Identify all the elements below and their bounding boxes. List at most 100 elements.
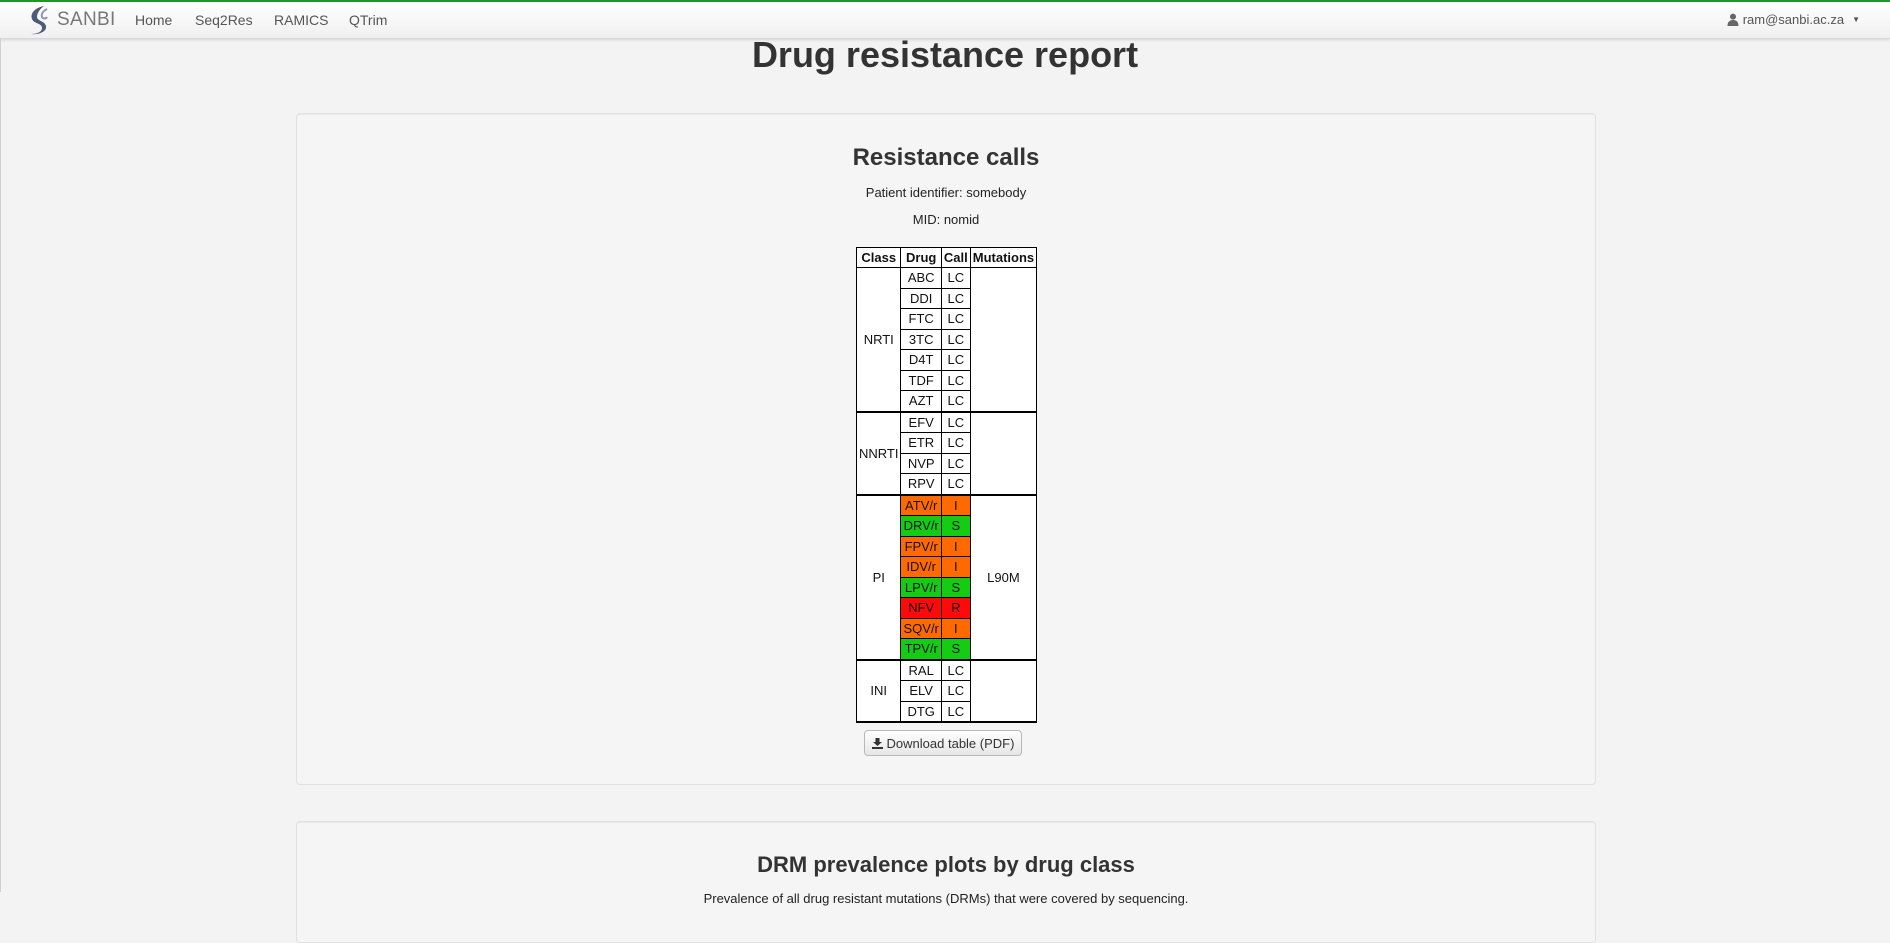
- header-call: Call: [940, 247, 971, 268]
- table-row: DDI LC: [857, 287, 1037, 309]
- table-row: LPV/r S: [857, 576, 1037, 598]
- table-row: PI ATV/r I L90M: [855, 494, 1038, 661]
- call-cell: LC: [940, 267, 971, 289]
- drm-description: Prevalence of all drug resistant mutatio…: [703, 891, 1189, 906]
- header-drug: Drug: [900, 247, 942, 268]
- drug-cell: LPV/r: [900, 576, 942, 598]
- drm-prevalence-panel: DRM prevalence plots by drug class Preva…: [296, 821, 1596, 943]
- class-cell: PI: [855, 494, 902, 661]
- table-row: RPV LC: [857, 473, 1037, 496]
- drug-cell: FPV/r: [900, 535, 942, 557]
- call-cell: LC: [940, 349, 971, 371]
- drm-prevalence-title: DRM prevalence plots by drug class: [757, 852, 1135, 877]
- drug-cell: EFV: [900, 411, 942, 433]
- drug-cell: DTG: [900, 700, 942, 723]
- drug-cell: TDF: [900, 369, 942, 391]
- brand-name: SANBI: [57, 9, 116, 30]
- nav-ramics[interactable]: RAMICS: [274, 12, 329, 28]
- drug-cell: 3TC: [900, 328, 942, 350]
- call-cell: R: [940, 597, 971, 619]
- drug-cell: DRV/r: [900, 515, 942, 537]
- mutations-cell: [969, 411, 1038, 496]
- table-row: TPV/r S: [857, 638, 1037, 661]
- class-cell: INI: [855, 659, 902, 723]
- top-accent-line: [0, 0, 1890, 2]
- call-cell: LC: [940, 659, 971, 681]
- table-row: ELV LC: [857, 680, 1037, 702]
- drug-cell: AZT: [900, 390, 942, 413]
- call-cell: LC: [940, 328, 971, 350]
- navbar: SANBI Home Seq2Res RAMICS QTrim ram@sanb…: [0, 2, 1890, 39]
- call-cell: I: [940, 617, 971, 639]
- resistance-table-body: NRTI ABC LC DDI LC FTC LC 3TC LC D4T LC TDF LC AZT LC N…: [855, 267, 1038, 723]
- resistance-calls-title: Resistance calls: [852, 144, 1040, 171]
- mutations-cell: [969, 659, 1038, 723]
- call-cell: I: [940, 535, 971, 557]
- table-row: D4T LC: [857, 349, 1037, 371]
- drug-cell: FTC: [900, 308, 942, 330]
- call-cell: LC: [940, 369, 971, 391]
- call-cell: LC: [940, 308, 971, 330]
- table-row: AZT LC: [857, 390, 1037, 413]
- call-cell: S: [940, 638, 971, 661]
- call-cell: I: [940, 494, 971, 516]
- table-row: INI RAL LC: [855, 659, 1038, 723]
- brand[interactable]: SANBI: [26, 3, 116, 37]
- drug-cell: TPV/r: [900, 638, 942, 661]
- call-cell: S: [940, 515, 971, 537]
- download-icon: [871, 737, 883, 749]
- sanbi-logo-icon: [31, 6, 48, 35]
- drug-cell: ELV: [900, 680, 942, 702]
- mid-line: MID: nomid: [912, 212, 980, 227]
- table-row: DRV/r S: [857, 515, 1037, 537]
- user-email: ram@sanbi.ac.za: [1742, 12, 1845, 27]
- call-cell: LC: [940, 473, 971, 496]
- patient-identifier: Patient identifier: somebody: [865, 185, 1027, 200]
- resistance-calls-panel: Resistance calls Patient identifier: som…: [296, 113, 1596, 785]
- table-row: NVP LC: [857, 452, 1037, 474]
- call-cell: S: [940, 576, 971, 598]
- user-menu[interactable]: ram@sanbi.ac.za ▼: [1727, 12, 1860, 27]
- header-mutations: Mutations: [969, 247, 1038, 268]
- table-header-row: Class Drug Call Mutations: [855, 247, 1038, 268]
- call-cell: LC: [940, 452, 971, 474]
- resistance-table: Class Drug Call Mutations NRTI ABC LC DDI LC…: [855, 247, 1038, 723]
- drug-cell: RAL: [900, 659, 942, 681]
- drug-cell: NFV: [900, 597, 942, 619]
- table-row: NFV R: [857, 597, 1037, 619]
- drug-cell: ABC: [900, 267, 942, 289]
- drug-cell: NVP: [900, 452, 942, 474]
- header-class: Class: [855, 247, 902, 268]
- call-cell: LC: [940, 287, 971, 309]
- nav-seq2res[interactable]: Seq2Res: [195, 12, 253, 28]
- table-row: IDV/r I: [857, 556, 1037, 578]
- call-cell: I: [940, 556, 971, 578]
- nav-qtrim[interactable]: QTrim: [349, 12, 388, 28]
- table-row: TDF LC: [857, 369, 1037, 391]
- class-cell: NRTI: [855, 267, 902, 413]
- call-cell: LC: [940, 432, 971, 454]
- download-label: Download table (PDF): [886, 735, 1015, 751]
- drug-cell: IDV/r: [900, 556, 942, 578]
- mutations-cell: L90M: [969, 494, 1038, 661]
- drug-cell: D4T: [900, 349, 942, 371]
- user-icon: [1727, 13, 1739, 26]
- table-row: SQV/r I: [857, 617, 1037, 639]
- mutations-cell: [969, 267, 1038, 413]
- drug-cell: DDI: [900, 287, 942, 309]
- nav-home[interactable]: Home: [135, 12, 173, 28]
- table-row: ETR LC: [857, 432, 1037, 454]
- call-cell: LC: [940, 390, 971, 413]
- class-cell: NNRTI: [855, 411, 902, 496]
- table-row: NNRTI EFV LC: [855, 411, 1038, 496]
- table-row: NRTI ABC LC: [855, 267, 1038, 413]
- page-title: Drug resistance report: [751, 34, 1139, 75]
- drug-cell: ATV/r: [900, 494, 942, 516]
- chevron-down-icon: ▼: [1852, 15, 1860, 24]
- call-cell: LC: [940, 700, 971, 723]
- download-pdf-button[interactable]: Download table (PDF): [864, 730, 1022, 756]
- table-row: DTG LC: [857, 700, 1037, 723]
- drug-cell: RPV: [900, 473, 942, 496]
- left-border: [0, 38, 1, 892]
- table-row: FTC LC: [857, 308, 1037, 330]
